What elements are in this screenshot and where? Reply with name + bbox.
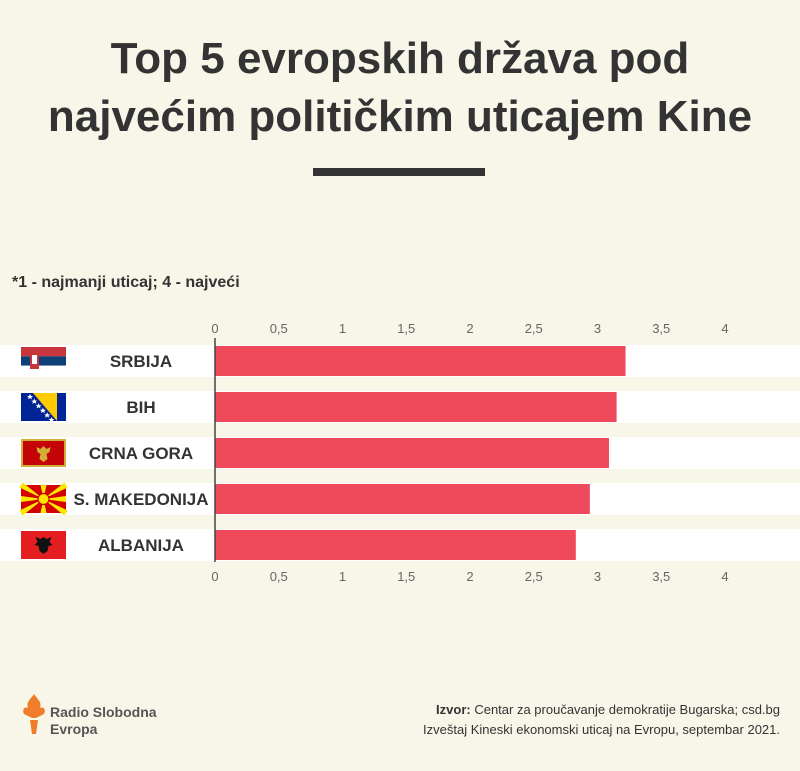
bar — [215, 438, 609, 468]
x-tick-label-top: 0,5 — [270, 321, 288, 336]
x-tick-label-bottom: 2 — [466, 569, 473, 584]
x-tick-label-top: 1 — [339, 321, 346, 336]
albania-flag-icon — [21, 531, 66, 559]
source-line-2: Izveštaj Kineski ekonomski uticaj na Evr… — [423, 722, 780, 737]
montenegro-flag-icon — [21, 439, 66, 467]
title-underline — [313, 168, 485, 176]
bar — [215, 346, 626, 376]
x-tick-label-top: 3,5 — [652, 321, 670, 336]
logo-line-2: Evropa — [50, 721, 98, 737]
x-tick-label-bottom: 0 — [211, 569, 218, 584]
x-tick-label-bottom: 4 — [721, 569, 728, 584]
bar-chart: 0 0 0,5 0,5 1 1 1,5 1,5 2 2 2,5 2,5 3 3 3,5 3,5 4 4 SRBIJA… — [0, 321, 800, 584]
x-tick-label-top: 2 — [466, 321, 473, 336]
bih-flag-icon — [21, 393, 66, 423]
north-macedonia-flag-icon — [19, 482, 68, 516]
x-tick-label-bottom: 0,5 — [270, 569, 288, 584]
category-label: CRNA GORA — [89, 444, 193, 463]
title-line-2: najvećim političkim uticajem Kine — [47, 92, 753, 141]
source-line-1: Centar za proučavanje demokratije Bugars… — [474, 702, 780, 717]
category-label: ALBANIJA — [98, 536, 184, 555]
logo-text: Radio Slobodna Evropa — [50, 704, 157, 738]
category-label: S. MAKEDONIJA — [73, 490, 208, 509]
logo-line-1: Radio Slobodna — [50, 704, 157, 720]
serbia-flag-icon — [21, 347, 66, 375]
bar — [215, 392, 617, 422]
x-tick-label-bottom: 2,5 — [525, 569, 543, 584]
title-line-1: Top 5 evropskih država pod — [110, 34, 690, 83]
x-tick-label-bottom: 3,5 — [652, 569, 670, 584]
source-note: Izvor: Centar za proučavanje demokratije… — [423, 700, 780, 740]
x-tick-label-bottom: 1,5 — [397, 569, 415, 584]
source-label: Izvor: — [436, 702, 471, 717]
x-tick-label-top: 1,5 — [397, 321, 415, 336]
x-tick-label-top: 3 — [594, 321, 601, 336]
chart-title: Top 5 evropskih država pod najvećim poli… — [0, 30, 800, 146]
bar — [215, 530, 576, 560]
category-label: SRBIJA — [110, 352, 172, 371]
bar — [215, 484, 590, 514]
x-tick-label-bottom: 3 — [594, 569, 601, 584]
x-tick-label-top: 0 — [211, 321, 218, 336]
rfe-torch-logo-icon — [23, 694, 45, 734]
x-tick-label-bottom: 1 — [339, 569, 346, 584]
x-tick-label-top: 4 — [721, 321, 728, 336]
category-label: BIH — [126, 398, 155, 417]
scale-note: *1 - najmanji uticaj; 4 - najveći — [12, 274, 240, 291]
x-tick-label-top: 2,5 — [525, 321, 543, 336]
